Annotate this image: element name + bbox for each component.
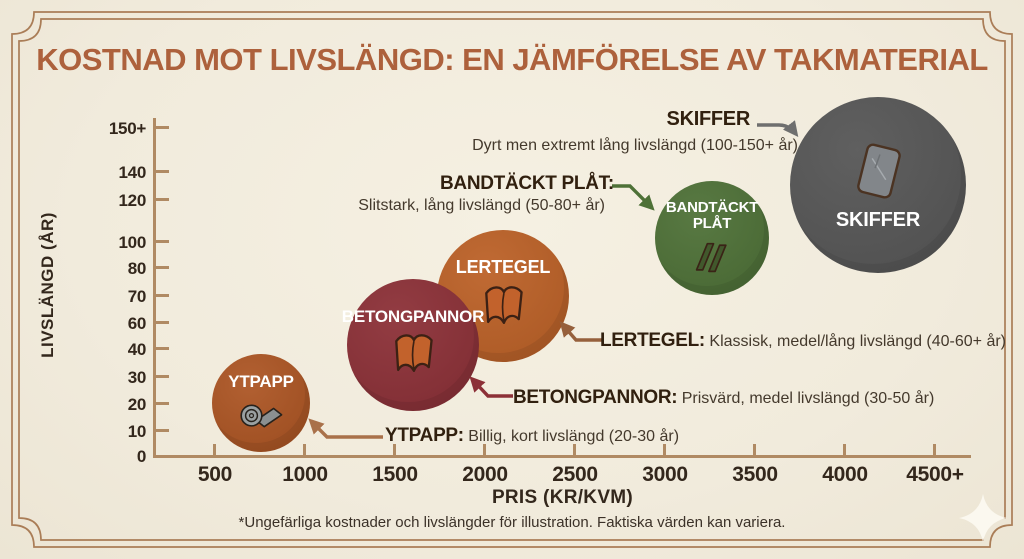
x-tick-mark — [393, 444, 396, 455]
slate-tile-icon — [857, 143, 901, 199]
y-tick-label: 100 — [118, 233, 147, 252]
bandtackt-plat-arrow — [612, 184, 655, 211]
bubble-label: BETONGPANNOR — [341, 306, 485, 326]
annotation-skiffer-heading: SKIFFER — [666, 108, 751, 130]
x-tick-mark — [753, 444, 756, 455]
skiffer-arrow — [757, 120, 799, 137]
annotation-text: Prisvärd, medel livslängd (30-50 år) — [681, 390, 935, 407]
bubble-betongpannor: BETONGPANNOR — [342, 279, 484, 411]
bubble-label: BANDTÄCKT PLÅT — [665, 198, 759, 232]
x-tick-label: 2500 — [552, 463, 598, 486]
y-tick-label: 120 — [118, 191, 147, 210]
x-tick-mark — [213, 444, 216, 455]
x-tick-mark — [933, 444, 936, 455]
y-tick-mark — [156, 294, 169, 297]
y-tick-label: 70 — [127, 287, 147, 306]
clay-tile-icon — [485, 286, 523, 324]
y-tick-label: 20 — [127, 395, 147, 414]
x-tick-mark — [573, 444, 576, 455]
bubble-label: YTPAPP — [228, 371, 294, 391]
annotation-skiffer-text: Dyrt men extremt lång livslängd (100-150… — [472, 137, 798, 154]
x-tick-label: 500 — [197, 463, 233, 486]
annotation-text: Billig, kort livslängd (20-30 år) — [468, 428, 680, 445]
y-tick-label: 140 — [118, 163, 147, 182]
x-tick-mark — [843, 444, 846, 455]
annotation-text: Klassisk, medel/lång livslängd (40-60+ å… — [709, 333, 1007, 350]
lertegel-arrow — [559, 321, 604, 342]
metal-seam-panels-icon — [695, 243, 727, 273]
y-tick-mark — [156, 240, 169, 243]
y-tick-label: 30 — [127, 368, 147, 387]
y-tick-mark — [156, 375, 169, 378]
bubble-ytpapp: YTPAPP — [212, 354, 310, 452]
y-axis-line — [153, 118, 156, 458]
x-tick-mark — [303, 444, 306, 455]
bubble-skiffer: SKIFFER — [790, 97, 966, 273]
bubble-label: SKIFFER — [835, 209, 921, 231]
y-tick-mark — [156, 266, 169, 269]
y-tick-label: 80 — [127, 259, 147, 278]
x-tick-mark — [483, 444, 486, 455]
chart-title: KOSTNAD MOT LIVSLÄNGD: EN JÄMFÖRELSE AV … — [36, 42, 988, 77]
annotation-heading: YTPAPP: — [385, 425, 464, 446]
x-tick-label: 2000 — [462, 463, 508, 486]
footnote: *Ungefärliga kostnader och livslängder f… — [238, 514, 786, 531]
bubble-label: LERTEGEL — [455, 257, 551, 278]
concrete-tile-icon — [395, 334, 433, 373]
x-tick-label: 1500 — [372, 463, 418, 486]
x-tick-label: 3000 — [642, 463, 688, 486]
annotation-betongpannor: BETONGPANNOR: Prisvärd, medel livslängd … — [513, 387, 934, 409]
y-tick-label: 0 — [136, 447, 146, 466]
x-tick-label: 1000 — [282, 463, 328, 486]
y-tick-label: 10 — [127, 422, 147, 441]
y-tick-mark — [156, 429, 169, 432]
annotation-lertegel: LERTEGEL: Klassisk, medel/lång livslängd… — [600, 330, 1006, 352]
y-tick-mark — [156, 347, 169, 350]
annotation-heading: LERTEGEL: — [600, 330, 705, 351]
annotation-ytpapp: YTPAPP: Billig, kort livslängd (20-30 år… — [385, 425, 679, 447]
x-tick-mark — [663, 444, 666, 455]
y-tick-mark — [156, 198, 169, 201]
y-tick-mark — [156, 321, 169, 324]
annotation-heading: BETONGPANNOR: — [513, 387, 678, 408]
roofing-felt-roll-icon — [240, 404, 283, 428]
y-tick-mark — [156, 126, 169, 129]
x-tick-label: 4500+ — [906, 463, 964, 486]
x-axis-line — [153, 455, 971, 458]
y-tick-label: 60 — [127, 314, 147, 333]
betongpannor-arrow — [469, 376, 513, 398]
y-axis-title: LIVSLÄNGD (ÅR) — [38, 212, 57, 358]
annotation-bandtackt-heading: BANDTÄCKT PLÅT: — [440, 173, 614, 194]
y-tick-label: 40 — [127, 340, 147, 359]
sparkle-ornament — [959, 494, 1007, 542]
y-tick-mark — [156, 170, 169, 173]
x-tick-label: 3500 — [732, 463, 778, 486]
x-axis-title: PRIS (KR/KVM) — [491, 487, 634, 508]
bubble-lertegel: LERTEGEL — [437, 230, 569, 362]
x-tick-label: 4000 — [822, 463, 868, 486]
ytpapp-arrow — [308, 418, 383, 439]
bubble-bandtackt-plat: BANDTÄCKT PLÅT — [655, 181, 769, 295]
annotation-bandtackt-text: Slitstark, lång livslängd (50-80+ år) — [358, 197, 605, 214]
y-tick-mark — [156, 402, 169, 405]
y-tick-label: 150+ — [108, 119, 146, 138]
